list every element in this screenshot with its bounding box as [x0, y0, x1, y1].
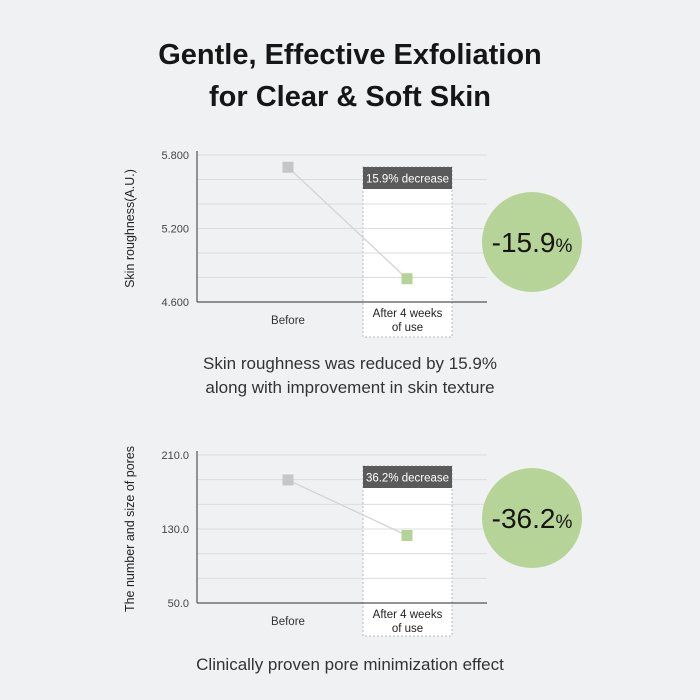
page-title: Gentle, Effective Exfoliation for Clear …: [0, 34, 700, 118]
chart-svg: 50.0 130.0 210.0 The number and size of por…: [123, 446, 582, 637]
after-marker: [401, 529, 413, 541]
percent-badge: [482, 192, 582, 292]
percent-badge: [482, 468, 582, 568]
x-tick-label-after: After 4 weeks: [373, 308, 443, 320]
title-line-1: Gentle, Effective Exfoliation: [158, 39, 542, 71]
chart-svg: 4.600 5.200 5.800 Skin roughness(A.U.) 15.9%…: [123, 150, 582, 338]
x-tick-label-after: After 4 weeks: [373, 609, 443, 621]
x-tick-label-before: Before: [271, 616, 305, 628]
y-tick-label: 130.0: [161, 524, 189, 536]
highlight-column: [362, 465, 453, 637]
y-tick-label: 4.600: [161, 297, 189, 309]
after-marker: [401, 273, 413, 285]
pores-chart: 50.0 130.0 210.0 The number and size of por…: [0, 432, 700, 642]
decrease-label: 15.9% decrease: [366, 174, 449, 186]
percent-badge-text: -36.2%: [492, 503, 573, 534]
before-marker: [282, 161, 294, 173]
before-marker: [282, 474, 294, 486]
x-tick-label-after: of use: [392, 322, 423, 334]
caption-line-1: Skin roughness was reduced by 15.9%: [203, 354, 497, 373]
decrease-label-box: [363, 466, 452, 488]
caption-line-1: Clinically proven pore minimization effe…: [196, 655, 504, 674]
y-tick-label: 50.0: [168, 598, 189, 610]
y-tick-label: 5.200: [161, 224, 189, 236]
decrease-label-box: [363, 167, 452, 189]
x-tick-label-before: Before: [271, 315, 305, 327]
pores-caption: Clinically proven pore minimization effe…: [0, 653, 700, 677]
y-axis-label: The number and size of pores: [123, 446, 137, 612]
y-tick-label: 5.800: [161, 150, 189, 162]
x-tick-label-after: of use: [392, 623, 423, 635]
decrease-label: 36.2% decrease: [366, 473, 449, 485]
title-line-2: for Clear & Soft Skin: [209, 81, 491, 113]
series-line: [287, 166, 408, 280]
y-tick-label: 210.0: [161, 450, 189, 462]
caption-line-2: along with improvement in skin texture: [205, 378, 495, 397]
skin-roughness-chart: 4.600 5.200 5.800 Skin roughness(A.U.) 15.9%…: [0, 140, 700, 345]
percent-badge-text: -15.9%: [492, 227, 573, 258]
y-axis-label: Skin roughness(A.U.): [123, 169, 137, 288]
skin-roughness-caption: Skin roughness was reduced by 15.9% alon…: [0, 352, 700, 400]
series-line: [287, 479, 408, 537]
